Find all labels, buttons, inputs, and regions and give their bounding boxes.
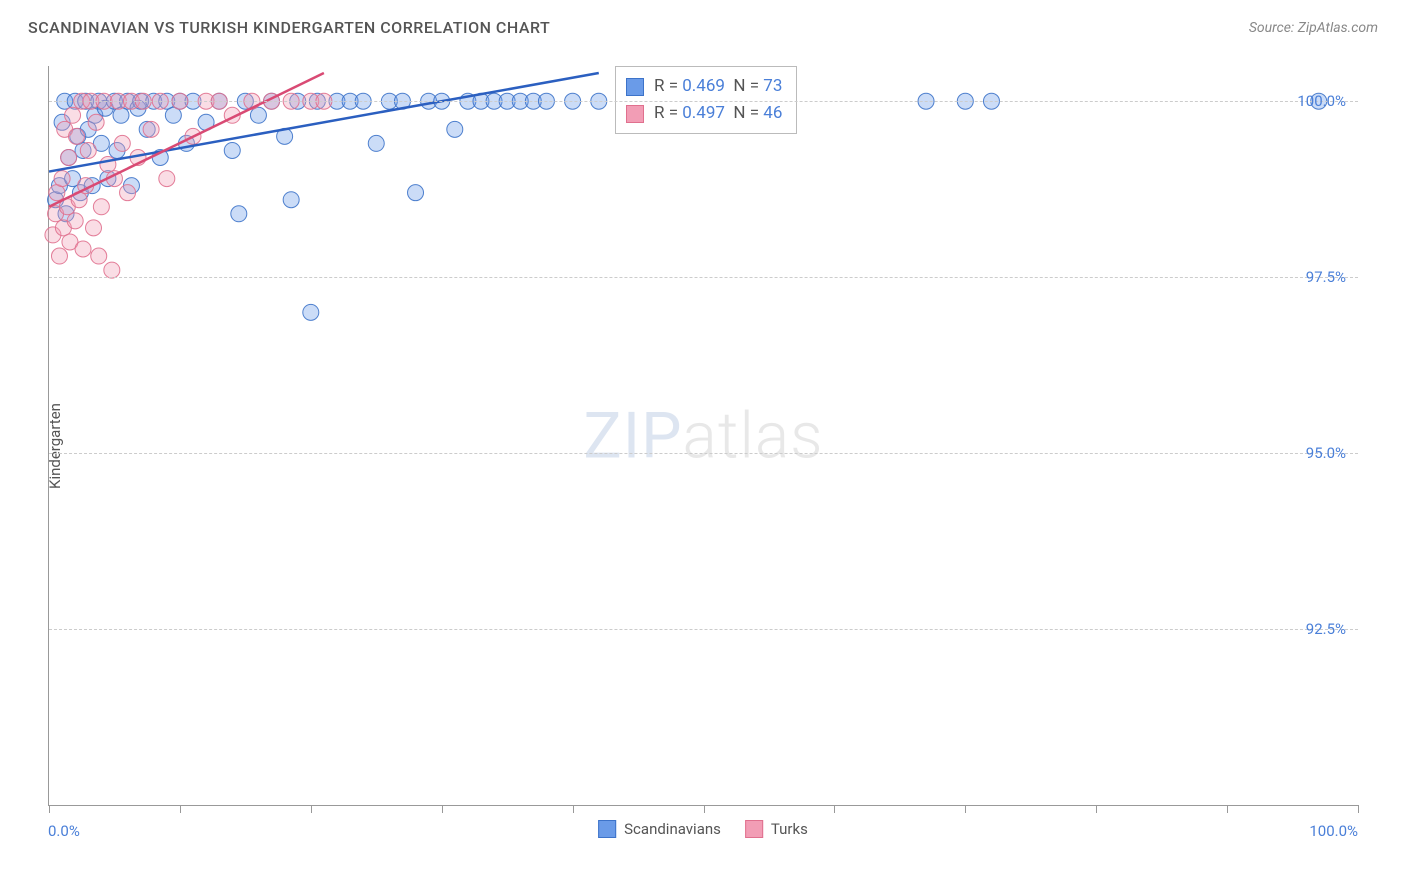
x-tick [49, 805, 50, 813]
x-tick [180, 805, 181, 813]
plot-area: R = 0.469 N = 73R = 0.497 N = 46 ZIPatla… [48, 66, 1358, 806]
legend-stats: R = 0.469 N = 73 [654, 73, 782, 100]
x-tick [834, 805, 835, 813]
x-max-label: 100.0% [1309, 822, 1358, 840]
trendline [49, 73, 599, 172]
gridline [49, 101, 1358, 102]
trendline-layer [49, 66, 1358, 805]
x-tick [1096, 805, 1097, 813]
gridline [49, 453, 1358, 454]
gridline [49, 629, 1358, 630]
series-legend: Scandinavians Turks [598, 820, 808, 838]
legend-swatch [598, 820, 616, 838]
x-tick [311, 805, 312, 813]
x-tick [965, 805, 966, 813]
trendline [49, 73, 324, 207]
legend-swatch [626, 105, 644, 123]
legend-swatch [745, 820, 763, 838]
legend-row: R = 0.497 N = 46 [626, 100, 782, 127]
legend-stats: R = 0.497 N = 46 [654, 100, 782, 127]
chart-title: SCANDINAVIAN VS TURKISH KINDERGARTEN COR… [28, 18, 550, 37]
source-label: Source: ZipAtlas.com [1249, 20, 1378, 36]
gridline [49, 277, 1358, 278]
x-tick [1227, 805, 1228, 813]
y-tick-label: 97.5% [1306, 268, 1346, 286]
x-tick [704, 805, 705, 813]
x-min-label: 0.0% [48, 822, 80, 840]
legend-label: Scandinavians [624, 820, 721, 838]
x-tick [1358, 805, 1359, 813]
legend-item: Scandinavians [598, 820, 721, 838]
y-tick-label: 95.0% [1306, 444, 1346, 462]
legend-swatch [626, 78, 644, 96]
y-tick-label: 100.0% [1297, 92, 1346, 110]
legend-row: R = 0.469 N = 73 [626, 73, 782, 100]
legend-item: Turks [745, 820, 808, 838]
correlation-legend: R = 0.469 N = 73R = 0.497 N = 46 [615, 66, 797, 134]
x-tick [442, 805, 443, 813]
legend-label: Turks [771, 820, 808, 838]
y-tick-label: 92.5% [1306, 620, 1346, 638]
x-tick [573, 805, 574, 813]
